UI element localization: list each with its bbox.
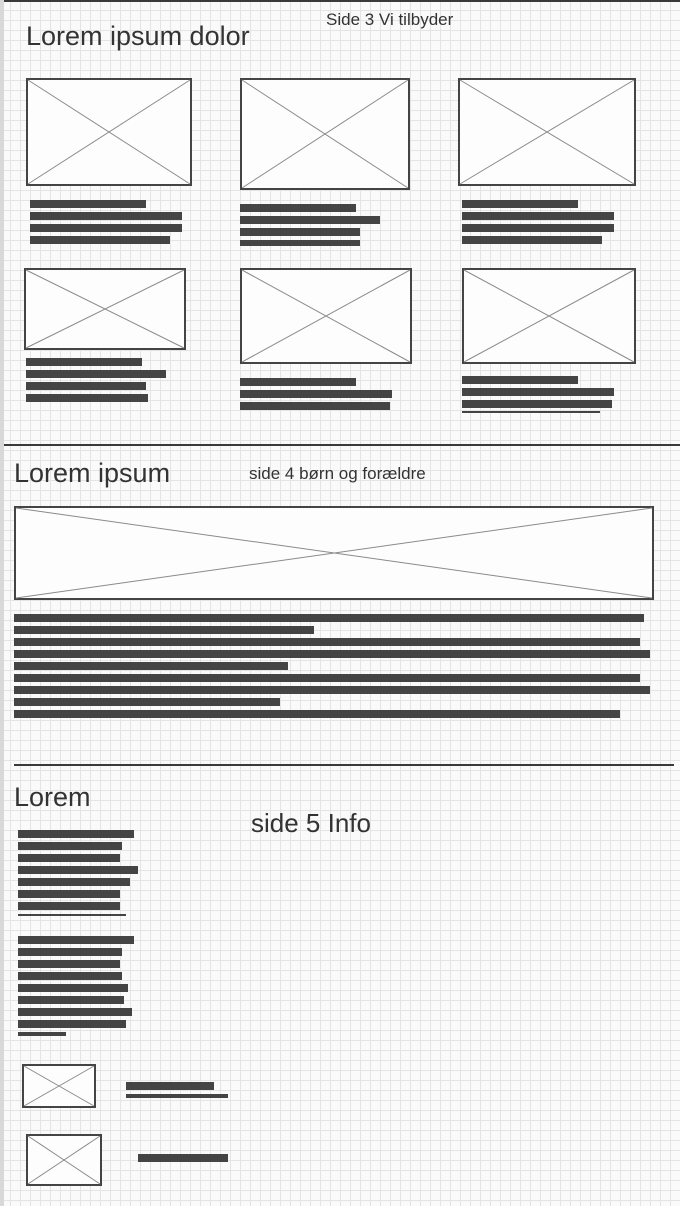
text-line-placeholder (240, 204, 356, 212)
text-line-placeholder (30, 200, 146, 208)
text-line-placeholder (14, 662, 288, 670)
text-line-placeholder (14, 638, 640, 646)
text-line-placeholder (26, 358, 142, 366)
text-line-placeholder (26, 382, 146, 390)
text-line-placeholder (18, 984, 128, 992)
text-line-placeholder (18, 948, 122, 956)
text-line-placeholder (14, 614, 644, 622)
info-thumb-1-image-placeholder-icon (22, 1064, 96, 1108)
text-line-placeholder (138, 1154, 228, 1162)
section-divider-2 (14, 764, 674, 766)
text-line-placeholder (18, 878, 130, 886)
offer-card-3-image-placeholder-icon (458, 78, 636, 186)
text-line-placeholder (126, 1082, 214, 1090)
text-line-placeholder (462, 376, 578, 384)
text-line-placeholder (462, 411, 600, 413)
text-line-placeholder (18, 1020, 126, 1028)
section-heading-side-4: Lorem ipsum (14, 458, 171, 488)
text-line-placeholder (240, 402, 390, 410)
text-line-placeholder (26, 394, 148, 402)
top-border (4, 0, 680, 2)
text-line-placeholder (14, 626, 314, 634)
text-line-placeholder (18, 830, 134, 838)
text-line-placeholder (18, 866, 138, 874)
text-line-placeholder (462, 200, 578, 208)
offer-card-2-image-placeholder-icon (240, 78, 410, 190)
text-line-placeholder (26, 370, 166, 378)
text-line-placeholder (18, 1032, 66, 1036)
text-line-placeholder (18, 996, 124, 1004)
text-line-placeholder (14, 686, 650, 694)
offer-card-5-image-placeholder-icon (240, 268, 412, 364)
canvas-edge (0, 0, 4, 1206)
text-line-placeholder (14, 698, 280, 706)
text-line-placeholder (240, 216, 380, 224)
text-line-placeholder (18, 842, 122, 850)
page-label-side-4: side 4 børn og forældre (249, 464, 426, 483)
text-line-placeholder (14, 674, 640, 682)
offer-card-6-image-placeholder-icon (462, 268, 636, 364)
page-label-side-5: side 5 Info (251, 808, 371, 838)
text-line-placeholder (462, 212, 614, 220)
text-line-placeholder (462, 388, 614, 396)
hero-image-placeholder-icon (14, 506, 654, 600)
text-line-placeholder (18, 854, 120, 862)
offer-card-4-image-placeholder-icon (24, 268, 186, 350)
text-line-placeholder (18, 960, 120, 968)
text-line-placeholder (462, 236, 602, 244)
text-line-placeholder (240, 390, 392, 398)
text-line-placeholder (462, 400, 612, 408)
text-line-placeholder (18, 1008, 132, 1016)
text-line-placeholder (18, 890, 120, 898)
page-label-side-3: Side 3 Vi tilbyder (326, 10, 454, 29)
text-line-placeholder (30, 236, 170, 244)
section-heading-side-3: Lorem ipsum dolor (26, 21, 250, 51)
offer-card-1-image-placeholder-icon (26, 78, 192, 186)
text-line-placeholder (18, 972, 122, 980)
text-line-placeholder (462, 224, 614, 232)
text-line-placeholder (240, 228, 360, 236)
text-line-placeholder (30, 212, 182, 220)
text-line-placeholder (30, 224, 182, 232)
text-line-placeholder (14, 710, 620, 718)
text-line-placeholder (14, 650, 650, 658)
section-heading-side-5: Lorem (14, 782, 91, 812)
text-line-placeholder (240, 378, 356, 386)
section-divider-1 (4, 444, 680, 446)
info-thumb-2-image-placeholder-icon (26, 1134, 102, 1186)
text-line-placeholder (18, 936, 134, 944)
text-line-placeholder (18, 902, 120, 910)
text-line-placeholder (18, 914, 126, 916)
text-line-placeholder (240, 240, 360, 246)
text-line-placeholder (126, 1094, 228, 1098)
